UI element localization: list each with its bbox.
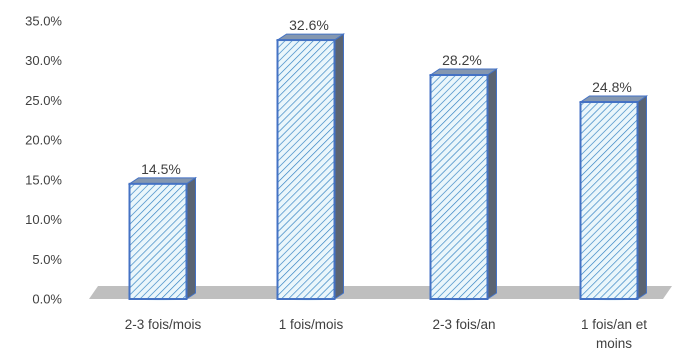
bar — [276, 39, 336, 300]
y-tick-label: 0.0% — [32, 292, 62, 307]
data-label: 24.8% — [592, 79, 632, 95]
y-tick-label: 10.0% — [25, 212, 62, 227]
category-label: moins — [596, 336, 632, 351]
bar-side-face — [637, 95, 647, 300]
y-tick-label: 25.0% — [25, 93, 62, 108]
data-label: 14.5% — [141, 161, 181, 177]
category-label: 2-3 fois/mois — [125, 317, 202, 332]
y-tick-label: 35.0% — [25, 14, 62, 29]
bar-side-face — [186, 176, 196, 300]
y-tick-label: 20.0% — [25, 133, 62, 148]
data-label: 32.6% — [289, 17, 329, 33]
bar-side-face — [487, 68, 497, 300]
y-tick-label: 30.0% — [25, 53, 62, 68]
y-tick-label: 15.0% — [25, 172, 62, 187]
bar — [579, 101, 639, 301]
data-label: 28.2% — [442, 52, 482, 68]
y-tick-label: 5.0% — [32, 252, 62, 267]
bar — [128, 182, 188, 300]
chart-floor — [89, 286, 672, 299]
category-label: 2-3 fois/an — [432, 317, 495, 332]
bar-side-face — [334, 33, 344, 300]
category-label: 1 fois/an et — [581, 317, 647, 332]
category-label: 1 fois/mois — [279, 317, 344, 332]
bar — [429, 74, 489, 300]
